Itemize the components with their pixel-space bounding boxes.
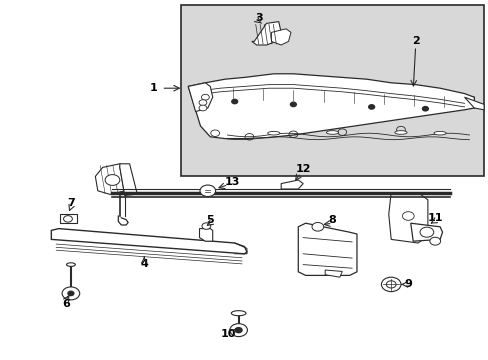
Circle shape [290, 102, 296, 107]
Circle shape [368, 105, 374, 109]
Polygon shape [51, 229, 246, 254]
Circle shape [381, 277, 400, 292]
Polygon shape [281, 180, 303, 189]
Circle shape [63, 216, 72, 222]
Ellipse shape [267, 131, 279, 135]
Polygon shape [95, 164, 132, 194]
Polygon shape [120, 164, 137, 195]
Ellipse shape [394, 131, 406, 134]
Text: 5: 5 [206, 215, 214, 225]
Circle shape [201, 94, 209, 100]
Polygon shape [188, 83, 212, 112]
Circle shape [62, 287, 80, 300]
Polygon shape [251, 22, 281, 45]
Circle shape [386, 281, 395, 288]
Polygon shape [199, 229, 212, 241]
Text: 7: 7 [67, 198, 75, 208]
Polygon shape [188, 74, 473, 139]
Text: 11: 11 [427, 213, 442, 223]
Circle shape [200, 185, 215, 197]
Circle shape [402, 212, 413, 220]
Circle shape [311, 222, 323, 231]
Text: 10: 10 [221, 329, 236, 339]
FancyBboxPatch shape [181, 5, 483, 176]
Circle shape [199, 100, 206, 105]
Ellipse shape [326, 131, 338, 134]
Polygon shape [203, 86, 473, 108]
Polygon shape [464, 97, 483, 110]
Text: 2: 2 [411, 36, 419, 46]
Text: 1: 1 [150, 83, 158, 93]
Circle shape [235, 328, 242, 333]
Text: 6: 6 [62, 299, 70, 309]
Ellipse shape [231, 311, 245, 316]
Circle shape [229, 324, 247, 337]
Bar [60, 214, 77, 223]
Circle shape [105, 175, 120, 185]
Circle shape [202, 223, 210, 229]
Text: 4: 4 [140, 258, 148, 269]
Text: 8: 8 [328, 215, 336, 225]
Circle shape [68, 291, 74, 296]
Circle shape [422, 107, 427, 111]
Polygon shape [410, 223, 442, 241]
Ellipse shape [433, 131, 446, 135]
Polygon shape [388, 193, 427, 243]
Circle shape [231, 99, 237, 104]
Text: 9: 9 [404, 279, 411, 289]
Circle shape [199, 105, 206, 111]
Circle shape [419, 227, 433, 237]
Text: 12: 12 [295, 164, 310, 174]
Ellipse shape [66, 263, 75, 266]
Text: 3: 3 [255, 13, 263, 23]
Polygon shape [325, 270, 342, 277]
Polygon shape [271, 29, 290, 45]
Text: 13: 13 [224, 177, 240, 187]
Circle shape [429, 237, 440, 245]
Polygon shape [298, 223, 356, 275]
